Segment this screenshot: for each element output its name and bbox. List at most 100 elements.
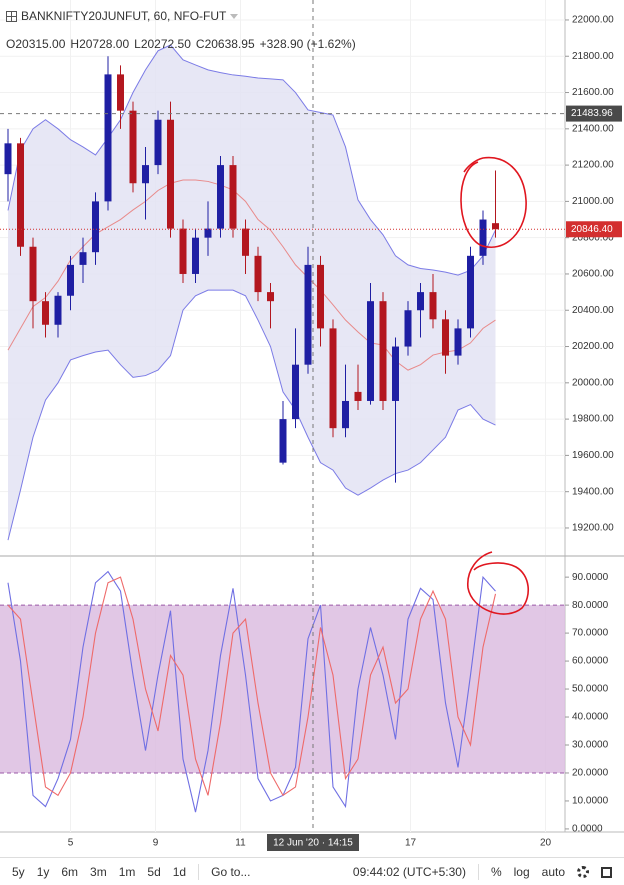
candle-body	[279, 419, 287, 463]
y-tick-label: 19800.00	[572, 414, 614, 425]
candle-body	[492, 223, 499, 230]
settings-icon[interactable]	[577, 866, 589, 878]
range-button[interactable]: 1m	[118, 865, 136, 879]
x-tick-label: 9	[153, 838, 159, 849]
candle-body	[254, 255, 262, 293]
candle-body	[267, 292, 274, 302]
y-tick-label: 19400.00	[572, 486, 614, 497]
candle-body	[79, 252, 87, 265]
scale-option[interactable]: log	[513, 865, 530, 879]
candle-body	[67, 264, 74, 296]
fullscreen-icon[interactable]	[601, 866, 612, 878]
stoch-band	[0, 605, 565, 773]
candle-body	[467, 255, 474, 329]
y-tick-label: 21200.00	[572, 160, 614, 171]
candle-body	[142, 165, 149, 184]
y-tick-label: 20000.00	[572, 377, 614, 388]
y-tick-label: 90.0000	[572, 572, 609, 583]
title-row: BANKNIFTY20JUNFUT, 60, NFO-FUT	[6, 8, 356, 24]
range-button[interactable]: 1d	[172, 865, 187, 879]
candle-body	[304, 264, 312, 365]
range-button[interactable]: 3m	[90, 865, 107, 879]
candle-body	[442, 319, 449, 356]
band-upper	[7, 44, 496, 276]
ohlc-value: 20638.95	[204, 37, 255, 51]
ohlc-key: H	[70, 37, 80, 51]
candle-body	[392, 346, 399, 401]
ohlc-row: O20315.00 H20728.00 L20272.50 C20638.95 +328…	[6, 37, 356, 51]
stoch-line	[7, 576, 497, 797]
candle-body	[204, 228, 212, 238]
chart-title: BANKNIFTY20JUNFUT, 60, NFO-FUT	[21, 9, 227, 23]
range-button[interactable]: 1y	[36, 865, 50, 879]
candle-body	[4, 143, 12, 175]
ohlc-value: 20315.00	[15, 37, 66, 51]
candle-body	[367, 301, 374, 401]
goto-button[interactable]: Go to...	[211, 865, 251, 879]
candle-body	[429, 292, 437, 320]
dropdown-caret[interactable]	[230, 13, 239, 19]
candle-body	[92, 201, 99, 253]
band-middle	[7, 179, 496, 371]
ohlc-key: L	[134, 37, 141, 51]
y-tick-label: 22000.00	[572, 15, 614, 26]
range-button[interactable]: 5d	[147, 865, 161, 879]
y-tick-label: 19200.00	[572, 523, 614, 534]
candle-body	[54, 295, 62, 325]
ohlc-item: L20272.50	[134, 37, 191, 51]
y-tick-label: 21800.00	[572, 51, 614, 62]
y-tick-label: 0.0000	[572, 824, 603, 835]
last-price-label: 20846.40	[571, 224, 613, 235]
crosshair-time-box	[267, 834, 359, 851]
y-tick-label: 21000.00	[572, 196, 614, 207]
y-tick-label: 30.0000	[572, 740, 609, 751]
candle-body	[179, 228, 187, 274]
candle-body	[129, 110, 137, 184]
x-tick-label: 11	[235, 838, 246, 849]
separator	[477, 864, 479, 880]
ohlc-item: O20315.00	[6, 37, 65, 51]
y-tick-label: 21600.00	[572, 87, 614, 98]
toggle-icon[interactable]	[6, 10, 17, 22]
candle-body	[242, 228, 249, 256]
crosshair-price-box	[566, 105, 622, 122]
ohlc-item: H20728.00	[70, 37, 129, 51]
annotation-circle	[467, 551, 529, 615]
x-tick-label: 20	[540, 838, 552, 849]
range-button[interactable]: 6m	[61, 865, 79, 879]
y-tick-label: 70.0000	[572, 628, 609, 639]
ohlc-item: C20638.95	[196, 37, 255, 51]
candle-body	[167, 119, 174, 229]
scale-option[interactable]: auto	[541, 865, 565, 879]
separator	[198, 864, 200, 880]
candle-body	[417, 292, 424, 311]
crosshair-price-label: 21483.96	[571, 108, 613, 119]
candle-body	[29, 246, 37, 302]
y-tick-label: 10.0000	[572, 796, 609, 807]
legend: BANKNIFTY20JUNFUT, 60, NFO-FUT O20315.00…	[6, 8, 356, 51]
y-tick-label: 50.0000	[572, 684, 609, 695]
candle-body	[479, 219, 487, 256]
chart: 5 9 11 17 20 19200.00 19400.00 19600.00 19800.00…	[0, 0, 624, 851]
candle-body	[342, 400, 349, 429]
candle-body	[229, 165, 237, 229]
candle-body	[354, 391, 362, 401]
x-tick-label: 5	[68, 838, 74, 849]
ohlc-value: 20728.00	[79, 37, 130, 51]
change: +328.90 (+1.62%)	[259, 37, 356, 51]
clock: 09:44:02 (UTC+5:30)	[352, 865, 466, 879]
candle-body	[317, 264, 324, 329]
candle-body	[154, 119, 162, 166]
candle-body	[104, 74, 112, 202]
candle-body	[379, 301, 387, 401]
candle-body	[404, 310, 412, 347]
y-tick-label: 20.0000	[572, 768, 609, 779]
candle-body	[217, 165, 224, 229]
ohlc-value: 20272.50	[140, 37, 191, 51]
range-button[interactable]: 5y	[12, 865, 25, 879]
scale-option[interactable]: %	[490, 865, 502, 879]
candle-body	[117, 74, 124, 111]
toolbar: 5y 1y 6m 3m 1m 5d 1d Go to... 09:44:02 (UTC+5:30…	[0, 857, 624, 885]
y-tick-label: 21400.00	[572, 123, 614, 134]
